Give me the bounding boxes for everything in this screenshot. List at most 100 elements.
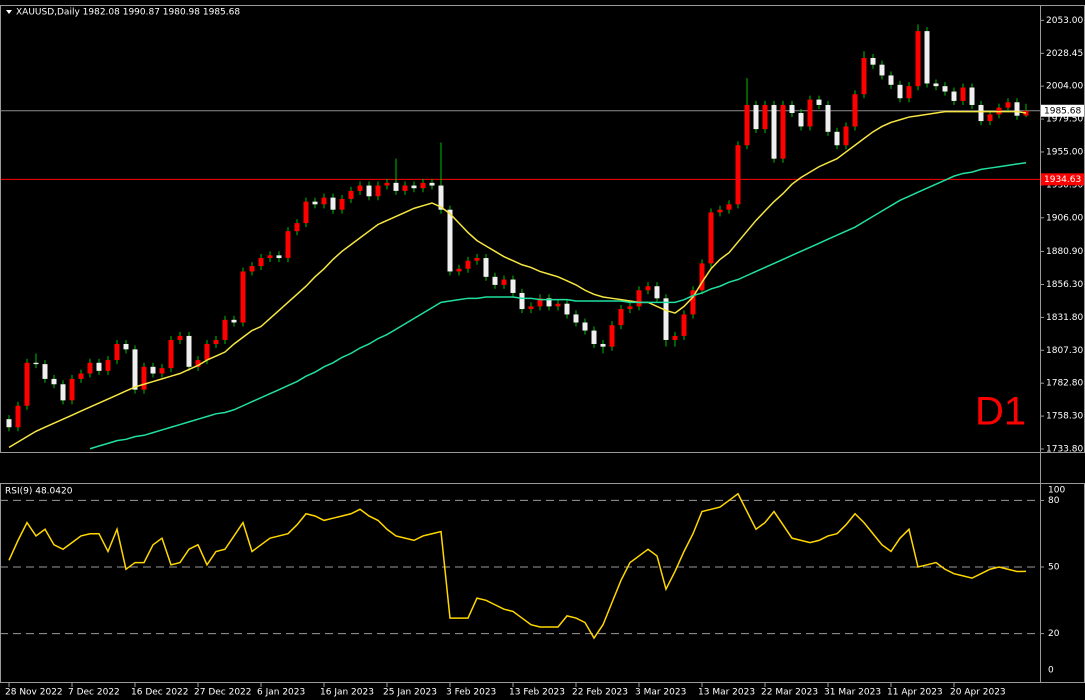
candle-body [150, 366, 156, 374]
candle-body [384, 182, 390, 186]
candle-body [204, 343, 210, 361]
menu-triangle[interactable] [6, 10, 12, 14]
main-plot [1, 24, 1040, 450]
candle-body [636, 290, 642, 307]
x-tick-label: 31 Mar 2023 [824, 688, 881, 698]
candle-body [735, 145, 741, 205]
candle-body [249, 266, 255, 272]
y-tick-label: 2028.45 [1046, 49, 1083, 59]
candle-body [618, 309, 624, 326]
candle-body [420, 182, 426, 189]
candle-body [861, 57, 867, 95]
candle-body [501, 279, 507, 285]
chart-title: XAUUSD,Daily 1982.08 1990.87 1980.98 198… [16, 8, 240, 18]
x-tick-label: 13 Feb 2023 [509, 688, 565, 698]
candle-body [375, 185, 381, 197]
scale-min-label: 0 [1048, 666, 1054, 676]
candle-body [339, 198, 345, 210]
candle-body [960, 87, 966, 101]
candle-body [447, 209, 453, 272]
candle-body [681, 314, 687, 336]
candle-body [978, 104, 984, 122]
candle-body [123, 343, 129, 350]
candle-body [951, 91, 957, 101]
candle-body [771, 104, 777, 159]
candle-body [330, 197, 336, 210]
candle-body [663, 298, 669, 340]
candle-body [411, 185, 417, 189]
candle-body [726, 204, 732, 210]
price-line-label-box [1041, 104, 1084, 117]
x-tick-label: 28 Nov 2022 [5, 688, 63, 698]
candle-body [474, 258, 480, 261]
candle-body [1014, 102, 1020, 116]
x-tick-label: 20 Apr 2023 [950, 688, 1006, 698]
candle-body [753, 104, 759, 130]
candle-body [258, 258, 264, 267]
candle-body [186, 335, 192, 367]
candle-body [15, 405, 21, 428]
candle-body [294, 223, 300, 232]
candle-body [321, 197, 327, 205]
candle-body [312, 201, 318, 205]
candle-body [240, 271, 246, 323]
candle-body [798, 113, 804, 127]
rsi-title: RSI(9) 48.0420 [5, 487, 73, 497]
x-tick-label: 16 Dec 2022 [131, 688, 189, 698]
y-tick-label: 80 [1048, 496, 1060, 506]
candle-body [510, 279, 516, 293]
rsi-line [8, 492, 1027, 640]
candle-body [348, 190, 354, 199]
candle-body [888, 75, 894, 85]
candle-body [6, 419, 12, 428]
y-tick-label: 1880.90 [1046, 247, 1083, 257]
candle-body [519, 292, 525, 310]
candle-body [654, 286, 660, 299]
candle-body [591, 330, 597, 344]
x-tick-label: 25 Jan 2023 [383, 688, 437, 698]
candle-body [105, 360, 111, 371]
rsi-plot [1, 492, 1040, 640]
x-tick-label: 22 Feb 2023 [572, 688, 628, 698]
candle-body [825, 104, 831, 132]
candle-body [168, 339, 174, 369]
candle-body [78, 373, 84, 379]
candle-body [483, 258, 489, 277]
candle-body [762, 104, 768, 130]
candle-body [564, 303, 570, 315]
y-tick-label: 20 [1048, 629, 1060, 639]
y-tick-label: 1955.00 [1046, 147, 1083, 157]
x-tick-label: 3 Mar 2023 [635, 688, 686, 698]
candle-body [1023, 110, 1029, 116]
candle-body [438, 185, 444, 210]
y-tick-label: 1856.30 [1046, 280, 1083, 290]
y-tick-label: 1733.80 [1046, 444, 1083, 454]
scale-max-label: 100 [1048, 486, 1065, 496]
candle-body [645, 286, 651, 291]
candle-body [627, 306, 633, 310]
candle-body [60, 384, 66, 401]
candle-body [285, 231, 291, 259]
candle-body [609, 325, 615, 347]
candle-body [87, 362, 93, 374]
candle-body [114, 343, 120, 361]
candle-body [897, 84, 903, 99]
candle-body [789, 104, 795, 114]
candle-body [276, 255, 282, 259]
candle-body [807, 99, 813, 127]
y-tick-label: 1979.50 [1046, 115, 1083, 125]
candle-body [132, 349, 138, 390]
candle-body [96, 362, 102, 371]
y-tick-label: 1758.30 [1046, 412, 1083, 422]
candle-body [69, 378, 75, 401]
candle-body [582, 322, 588, 331]
candle-body [717, 209, 723, 213]
candle-body [528, 306, 534, 310]
x-tick-label: 3 Feb 2023 [446, 688, 496, 698]
candle-body [699, 263, 705, 291]
candle-body [177, 335, 183, 340]
candle-body [924, 31, 930, 84]
candle-body [24, 362, 30, 406]
